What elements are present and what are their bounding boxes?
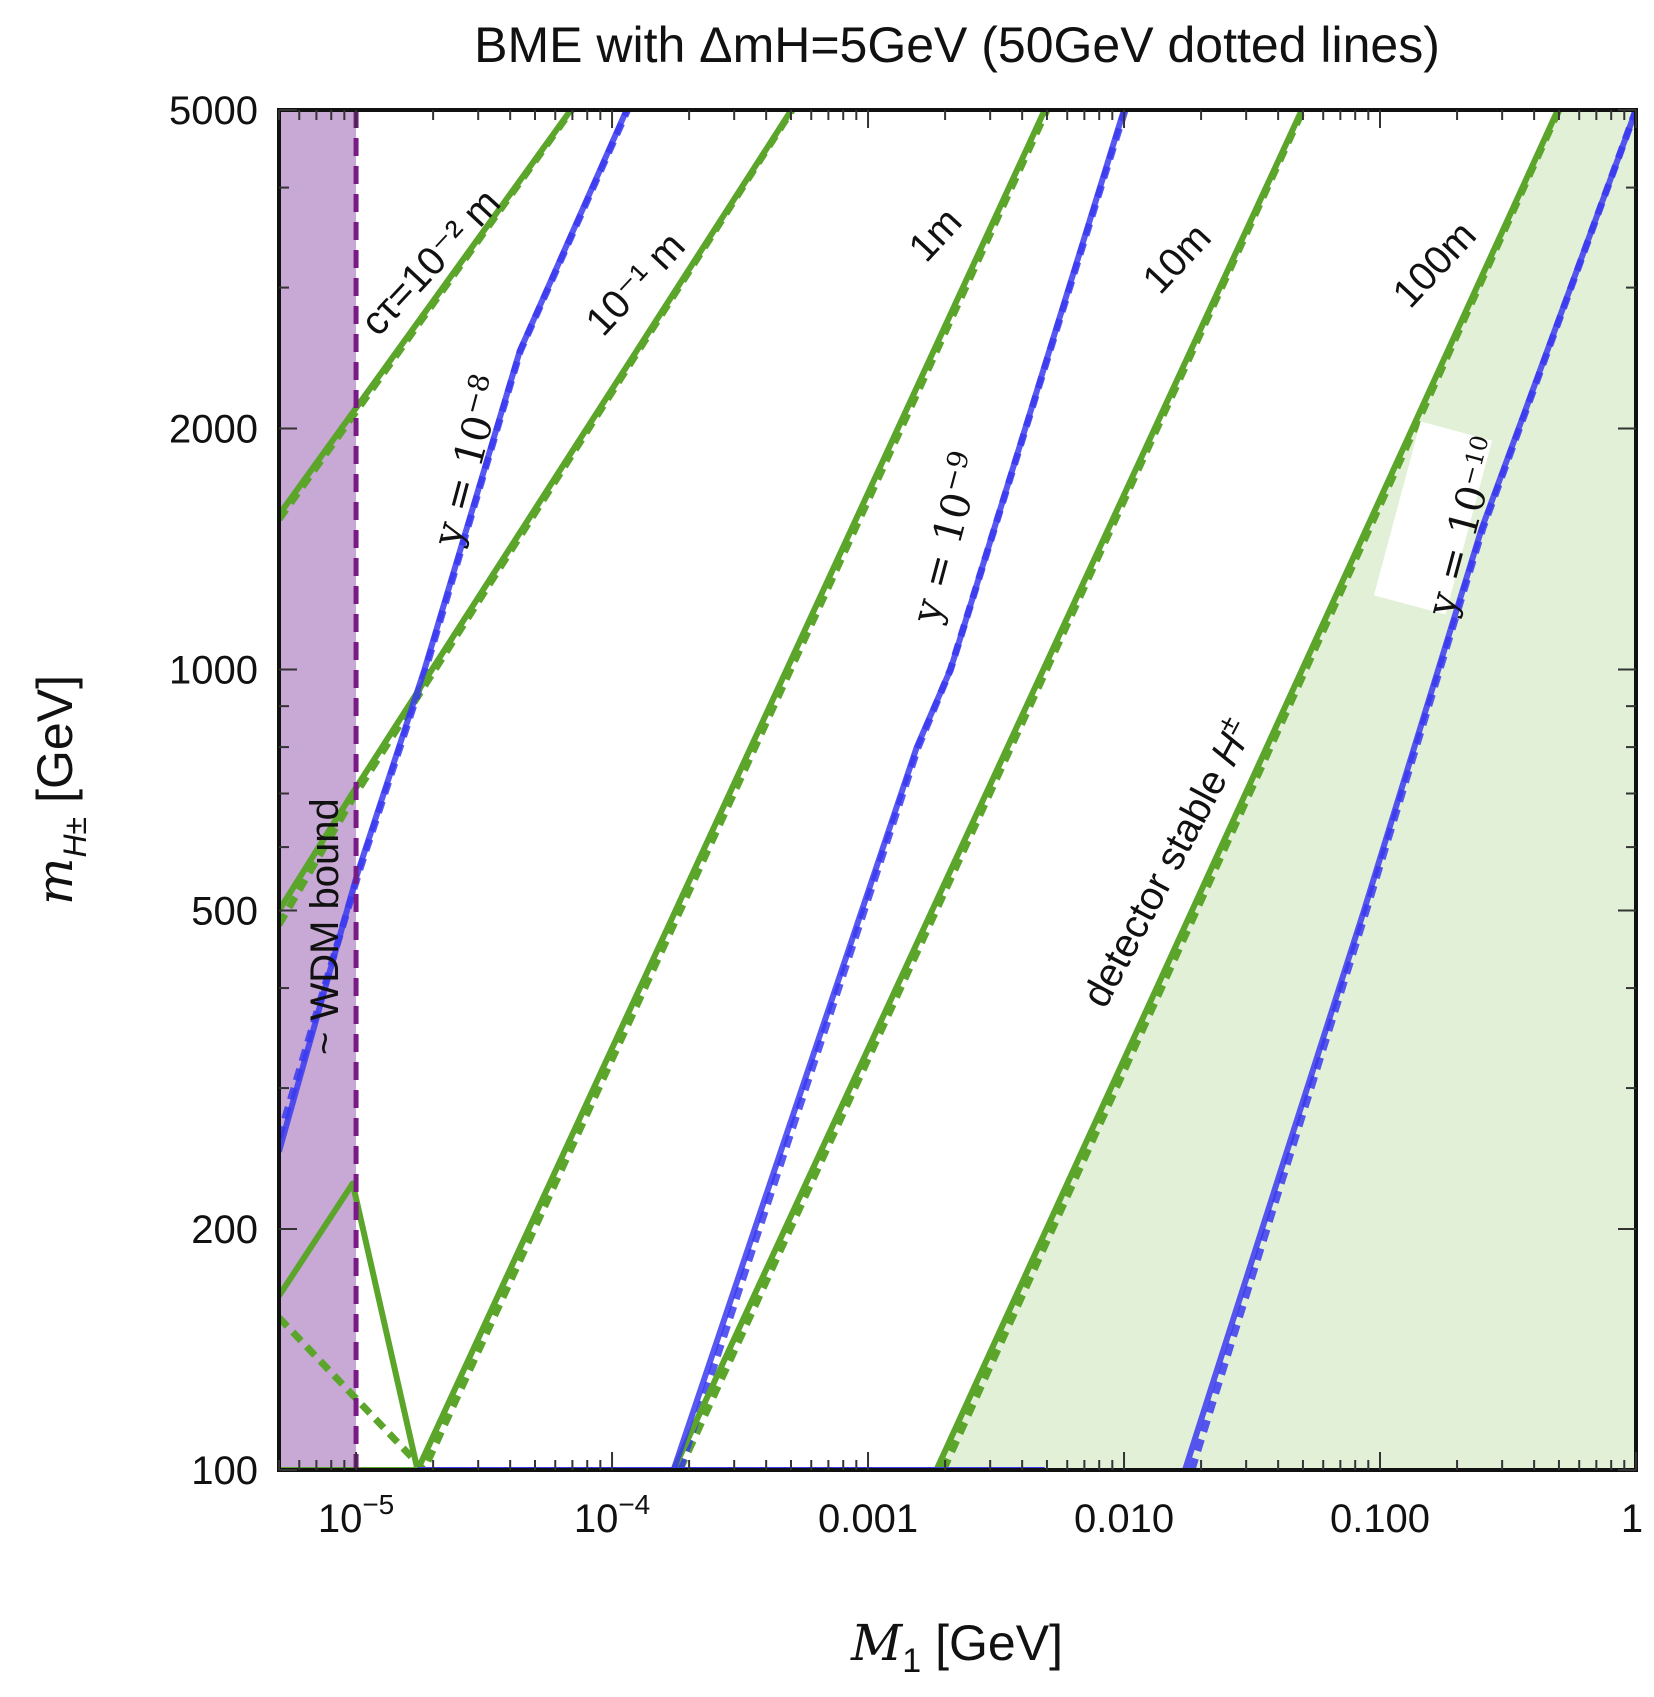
decay-length-label-10m: 10m xyxy=(1134,215,1219,302)
x-tick-label: 0.100 xyxy=(1330,1497,1430,1541)
coupling-label-1e-8: y = 10−8 xyxy=(420,370,514,552)
decay-length-label-1m: 1m xyxy=(900,199,970,270)
coupling-line-2 xyxy=(1182,110,1636,1470)
x-axis-label: M1 [GeV] xyxy=(850,1614,1063,1680)
coupling-line-0 xyxy=(279,110,630,1153)
y-axis-label: mH±[GeV] xyxy=(26,675,93,905)
decay-length-line-3 xyxy=(670,110,1305,1470)
coupling-label-box xyxy=(1373,421,1493,615)
y-tick-label: 1000 xyxy=(169,649,258,693)
x-tick-label: 0.001 xyxy=(818,1497,918,1541)
plot-frame xyxy=(277,108,1638,1472)
y-tick-label: 100 xyxy=(191,1449,258,1493)
y-tick-label: 200 xyxy=(191,1208,258,1252)
x-tick-label: 1 xyxy=(1621,1497,1643,1541)
coupling-line-1 xyxy=(670,110,1127,1470)
y-tick-label: 500 xyxy=(191,889,258,933)
x-tick-label: 0.010 xyxy=(1074,1497,1174,1541)
x-tick-label: 10−4 xyxy=(574,1489,650,1541)
chart-title: BME with ΔmH=5GeV (50GeV dotted lines) xyxy=(474,17,1440,73)
detector-stable-region xyxy=(936,110,1636,1470)
y-tick-label: 5000 xyxy=(169,89,258,133)
decay-length-line-1 xyxy=(279,110,794,913)
decay-length-dotted-2 xyxy=(279,110,1051,1470)
wdm-excluded-region xyxy=(279,110,357,1470)
decay-length-line-2 xyxy=(279,110,1048,1470)
wdm-bound-label: ~ WDM bound xyxy=(303,798,347,1055)
decay-length-line-4 xyxy=(933,110,1561,1470)
decay-length-label-1cm: cτ=10⁻² m xyxy=(352,181,509,345)
decay-length-line-0 xyxy=(279,110,574,517)
y-tick-label: 2000 xyxy=(169,408,258,452)
coupling-label-1e-9: y = 10−9 xyxy=(899,447,993,629)
x-tick-label: 10−5 xyxy=(318,1489,394,1541)
